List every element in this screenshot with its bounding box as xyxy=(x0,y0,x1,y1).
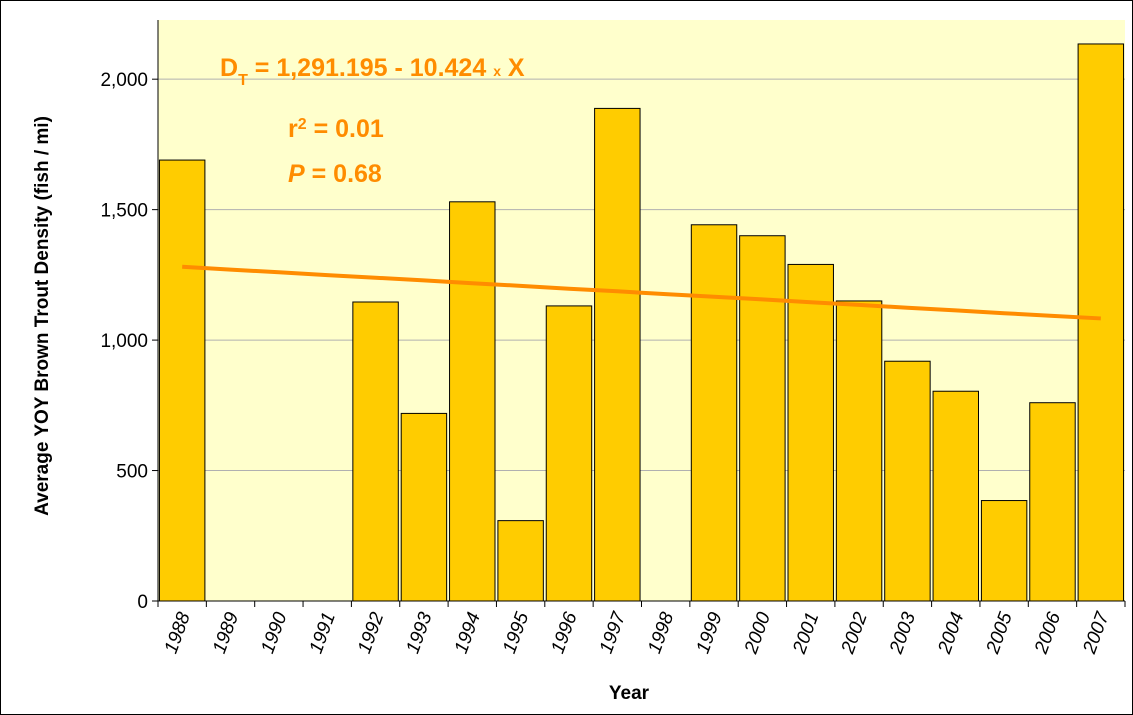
bar xyxy=(497,520,544,602)
annotation-part: r xyxy=(288,115,298,143)
bar xyxy=(884,360,931,602)
bar xyxy=(400,412,448,602)
annotation-part: P xyxy=(288,160,305,188)
bar xyxy=(1077,43,1125,602)
bar xyxy=(594,107,641,602)
annotation: P = 0.68 xyxy=(288,160,382,188)
bar xyxy=(449,201,496,602)
y-tick-label: 500 xyxy=(116,462,148,483)
annotation-part: 2 xyxy=(298,116,307,133)
y-tick-label: 1,000 xyxy=(100,331,148,352)
annotation-part: = 0.68 xyxy=(305,160,382,188)
bar xyxy=(1029,402,1076,602)
y-tick-label: 2,000 xyxy=(100,70,148,91)
annotation-part: = 0.01 xyxy=(307,115,384,143)
bar xyxy=(787,263,834,602)
annotation: r2 = 0.01 xyxy=(288,115,384,143)
annotation-part: T xyxy=(238,72,248,89)
bar xyxy=(980,500,1028,602)
y-axis-label: Average YOY Brown Trout Density (fish / … xyxy=(32,116,53,516)
bar xyxy=(690,224,738,602)
annotation-part: X xyxy=(501,54,525,82)
annotation: DT = 1,291.195 - 10.424 x X xyxy=(220,54,525,89)
bar xyxy=(739,235,786,602)
trend-line xyxy=(182,264,1101,321)
annotation-part: = 1,291.195 - 10.424 xyxy=(248,54,493,82)
bar xyxy=(158,159,206,602)
annotation-part: D xyxy=(220,54,238,82)
annotation-part: x xyxy=(493,63,501,79)
y-tick-label: 1,500 xyxy=(100,201,148,222)
x-axis-label: Year xyxy=(609,683,650,704)
y-tick-label: 0 xyxy=(137,592,148,613)
bar xyxy=(932,390,979,602)
bar xyxy=(545,305,593,602)
bar xyxy=(352,301,399,602)
bar xyxy=(835,300,883,602)
